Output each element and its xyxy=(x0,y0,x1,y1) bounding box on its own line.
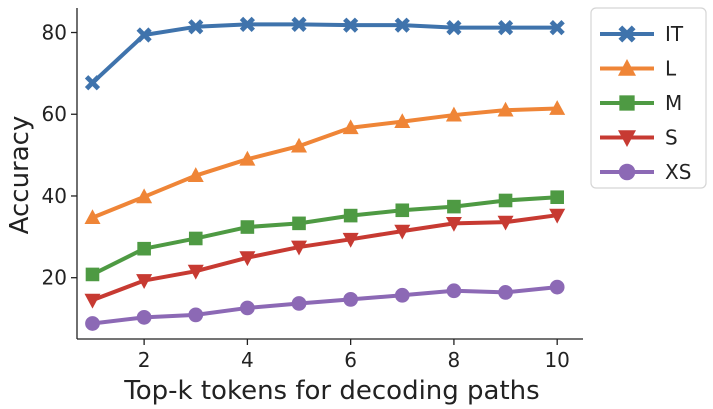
data-point-s xyxy=(497,215,514,231)
y-axis-title: Accuracy xyxy=(5,116,35,235)
series-m xyxy=(85,190,564,282)
x-tick-label: 4 xyxy=(241,348,254,372)
legend-marker xyxy=(618,163,636,181)
legend-item-s: S xyxy=(600,126,678,150)
x-tick-label: 10 xyxy=(544,348,569,372)
data-point-it xyxy=(84,75,101,91)
data-point-xs xyxy=(291,296,307,311)
tick-labels: 2 4 6 8 10 20 40 60 80 xyxy=(42,21,570,372)
legend-label: M xyxy=(665,91,682,115)
data-point-s xyxy=(84,293,101,309)
series-line-l xyxy=(91,106,558,220)
data-point-xs xyxy=(498,285,513,300)
legend-label: IT xyxy=(665,22,684,46)
legend-item-m: M xyxy=(600,91,682,115)
data-point-l xyxy=(84,209,101,225)
data-point-l xyxy=(394,113,411,129)
data-point-s xyxy=(394,224,411,240)
series-line-m xyxy=(91,195,558,277)
legend: IT LMS XS xyxy=(590,7,707,189)
legend-label: S xyxy=(665,126,678,150)
data-point-m xyxy=(395,203,410,218)
series-l xyxy=(84,100,566,225)
legend-box xyxy=(590,7,707,189)
series-s xyxy=(84,208,566,309)
data-point-s xyxy=(291,240,308,256)
y-tick-label: 20 xyxy=(42,266,67,290)
data-point-l xyxy=(187,167,204,182)
data-point-l xyxy=(239,150,256,166)
y-tick-label: 40 xyxy=(42,184,67,208)
data-point-s xyxy=(136,274,153,289)
data-point-it xyxy=(394,17,410,33)
axes xyxy=(76,8,583,340)
x-axis-title: Top-k tokens for decoding paths xyxy=(123,376,539,406)
series-line-xs xyxy=(92,285,558,326)
data-point-l xyxy=(445,106,462,122)
data-point-xs xyxy=(240,300,255,316)
series-it xyxy=(84,16,565,91)
legend-marker xyxy=(618,130,636,147)
legend-item-l: L xyxy=(600,57,677,81)
data-point-xs xyxy=(446,283,462,299)
data-point-it xyxy=(549,20,565,36)
y-tick-label: 60 xyxy=(42,102,67,126)
data-point-s xyxy=(239,251,256,267)
legend-item-xs: XS xyxy=(600,160,691,184)
data-point-m xyxy=(85,267,100,282)
data-point-xs xyxy=(343,292,359,307)
data-point-s xyxy=(549,208,566,224)
y-tick-label: 80 xyxy=(42,21,67,45)
x-tick-label: 8 xyxy=(448,348,461,372)
series-layer xyxy=(84,16,566,331)
legend-marker xyxy=(619,95,635,111)
x-tick-label: 2 xyxy=(138,348,151,372)
data-point-m xyxy=(240,220,255,234)
data-point-it xyxy=(343,17,359,33)
data-point-xs xyxy=(188,307,204,323)
legend-marker xyxy=(618,25,636,43)
series-line-s xyxy=(91,213,558,303)
data-point-it xyxy=(446,20,462,36)
data-point-it xyxy=(239,16,255,32)
data-point-xs xyxy=(394,287,410,303)
data-point-m xyxy=(550,190,564,205)
series-line-it xyxy=(91,22,558,85)
data-point-l xyxy=(291,137,308,153)
data-point-l xyxy=(549,100,566,115)
data-point-m xyxy=(343,208,358,223)
data-point-s xyxy=(445,216,462,232)
data-point-l xyxy=(136,188,153,204)
data-point-it xyxy=(188,19,204,35)
data-point-xs xyxy=(136,309,152,325)
data-point-m xyxy=(292,216,306,231)
data-point-m xyxy=(447,199,461,214)
x-tick-label: 6 xyxy=(344,348,357,372)
data-point-xs xyxy=(549,279,565,295)
data-point-s xyxy=(342,232,359,248)
legend-label: XS xyxy=(665,160,691,184)
data-point-m xyxy=(137,241,151,256)
series-xs xyxy=(85,279,565,331)
legend-label: L xyxy=(665,57,677,81)
data-point-l xyxy=(342,119,359,135)
legend-marker xyxy=(618,59,636,76)
data-point-it xyxy=(136,27,152,43)
data-point-s xyxy=(187,264,204,280)
legend-item-it: IT xyxy=(600,22,684,46)
data-point-it xyxy=(291,16,307,32)
data-point-it xyxy=(497,20,514,36)
data-point-m xyxy=(498,193,513,208)
data-point-m xyxy=(188,231,203,246)
data-point-l xyxy=(497,101,514,117)
data-point-xs xyxy=(85,316,100,331)
